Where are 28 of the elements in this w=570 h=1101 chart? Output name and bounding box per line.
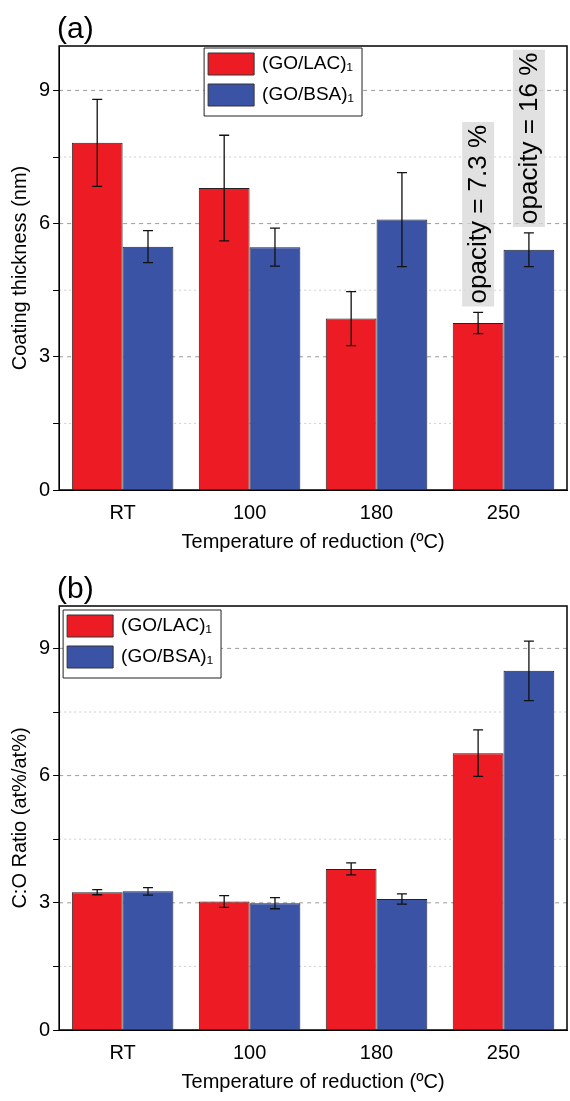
x-tick-label: RT [109,1040,136,1063]
chart-title: (a) [57,11,94,44]
annotation: opacity = 7.3 % [462,124,493,304]
y-tick-label: 9 [39,77,51,100]
x-tick-label: 100 [232,1040,267,1063]
y-axis-title: C:O Ratio (at%/at%) [7,727,30,909]
x-axis-title: Temperature of reduction (ºC) [181,1069,445,1092]
x-tick-label: 100 [232,500,267,523]
x-axis-title: Temperature of reduction (ºC) [181,529,445,552]
x-tick-label: RT [109,500,136,523]
x-tick-label: 250 [486,500,521,523]
legend-label: (GO/LAC)₁ [262,52,353,74]
y-axis-title: Coating thickness (nm) [7,165,30,371]
y-tick-label: 9 [39,635,51,658]
legend-label: (GO/BSA)₁ [262,83,355,105]
chart-title: (b) [57,571,94,604]
legend-label: (GO/LAC)₁ [121,614,212,636]
y-tick-label: 3 [39,890,51,913]
x-tick-label: 180 [359,500,394,523]
x-tick-label: 180 [359,1040,394,1063]
y-tick-label: 0 [39,1017,51,1040]
y-tick-label: 6 [39,211,51,234]
y-tick-label: 3 [39,344,51,367]
x-tick-label: 250 [486,1040,521,1063]
y-tick-label: 0 [39,477,51,500]
legend-label: (GO/BSA)₁ [121,645,214,667]
annotation: opacity = 16 % [513,52,544,224]
y-tick-label: 6 [39,763,51,786]
